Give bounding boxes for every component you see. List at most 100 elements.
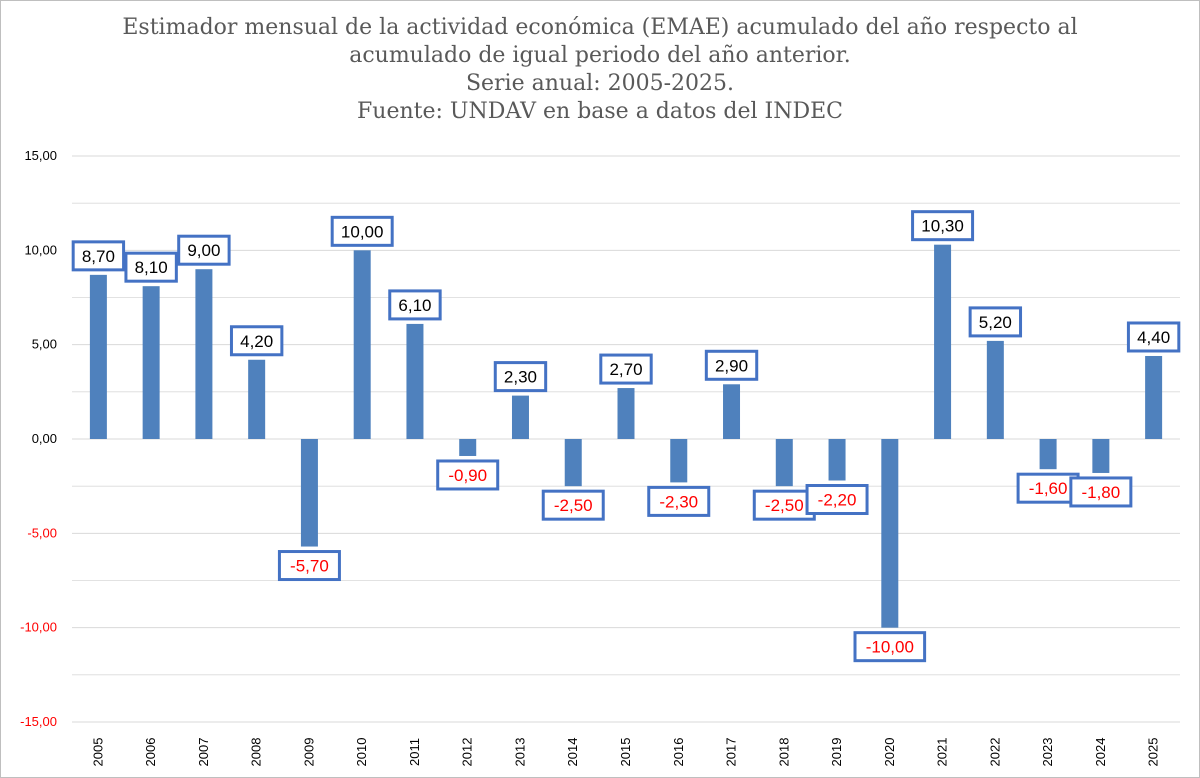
bar-2011 — [406, 323, 424, 439]
data-label-2017: 2,90 — [704, 349, 759, 381]
x-tick-label: 2023 — [1040, 738, 1055, 767]
data-label-box — [1069, 476, 1133, 508]
data-label-2015: 2,70 — [599, 353, 653, 385]
data-label-text: -5,70 — [290, 557, 329, 576]
data-label-text: 8,10 — [135, 258, 168, 277]
data-label-text: 2,70 — [609, 360, 642, 379]
data-label-text: 9,00 — [187, 241, 220, 260]
data-label-box — [853, 631, 927, 663]
data-label-box — [805, 484, 869, 516]
data-label-box — [1126, 321, 1181, 353]
data-label-2019: -2,20 — [805, 484, 869, 516]
data-label-text: -2,50 — [765, 496, 804, 515]
chart-title: Estimador mensual de la actividad económ… — [0, 14, 1200, 126]
data-label-2022: 5,20 — [968, 306, 1023, 338]
data-label-2005: 8,70 — [71, 240, 126, 272]
bar-2018 — [775, 439, 793, 487]
y-tick-label: 0,00 — [32, 431, 57, 446]
data-label-2023: -1,60 — [1016, 472, 1080, 504]
x-tick-label: 2010 — [354, 738, 369, 767]
data-label-box — [124, 251, 178, 283]
data-label-box — [541, 489, 605, 521]
data-label-text: 8,70 — [82, 247, 115, 266]
data-label-2014: -2,50 — [541, 489, 605, 521]
data-label-text: 2,30 — [504, 368, 537, 387]
bar-2007 — [195, 269, 213, 439]
data-label-box — [71, 240, 126, 272]
data-label-text: 4,40 — [1137, 328, 1170, 347]
data-label-box — [599, 353, 653, 385]
title-line-2: acumulado de igual periodo del año anter… — [349, 43, 851, 68]
data-label-2012: -0,90 — [436, 459, 500, 491]
x-tick-label: 2020 — [882, 738, 897, 767]
data-label-2025: 4,40 — [1126, 321, 1181, 353]
x-tick-label: 2008 — [249, 738, 264, 767]
data-label-box — [911, 210, 975, 242]
y-tick-label: -5,00 — [27, 525, 57, 540]
data-label-2018: -2,50 — [752, 489, 816, 521]
bar-2006 — [142, 286, 160, 439]
x-tick-label: 2021 — [935, 738, 950, 767]
data-label-text: 10,30 — [921, 217, 964, 236]
bar-2008 — [248, 359, 266, 439]
x-tick-label: 2015 — [618, 738, 633, 767]
x-tick-label: 2011 — [407, 738, 422, 766]
title-line-3: Serie anual: 2005-2025. — [465, 71, 735, 96]
x-tick-label: 2005 — [90, 738, 105, 767]
data-label-2008: 4,20 — [229, 325, 284, 357]
bar-2005 — [89, 274, 107, 439]
x-tick-label: 2014 — [565, 738, 580, 767]
data-label-2020: -10,00 — [853, 631, 927, 663]
data-label-2010: 10,00 — [330, 215, 394, 247]
data-label-box — [752, 489, 816, 521]
bar-2022 — [986, 340, 1004, 439]
y-tick-label: 10,00 — [24, 242, 57, 257]
y-tick-label: 15,00 — [24, 148, 57, 163]
data-label-2016: -2,30 — [647, 485, 711, 517]
data-label-box — [647, 485, 711, 517]
data-label-2006: 8,10 — [124, 251, 178, 283]
data-label-box — [493, 361, 548, 393]
bar-2013 — [511, 395, 529, 439]
bar-2024 — [1092, 439, 1110, 473]
data-label-text: 10,00 — [341, 222, 384, 241]
bar-2015 — [617, 388, 635, 439]
x-tick-label: 2016 — [671, 738, 686, 767]
data-label-text: 6,10 — [398, 296, 431, 315]
x-tick-label: 2018 — [776, 738, 791, 767]
data-label-box — [330, 215, 394, 247]
data-label-text: -1,80 — [1081, 483, 1120, 502]
bar-2023 — [1039, 439, 1057, 470]
x-tick-label: 2025 — [1146, 738, 1161, 767]
x-tick-label: 2019 — [829, 738, 844, 767]
data-label-text: 2,90 — [715, 356, 748, 375]
bar-2019 — [828, 439, 846, 481]
y-tick-label: -15,00 — [20, 714, 57, 729]
x-tick-label: 2007 — [196, 738, 211, 767]
y-tick-label: 5,00 — [32, 337, 57, 352]
data-label-text: -1,60 — [1029, 479, 1068, 498]
bar-2020 — [881, 439, 899, 628]
data-label-text: -2,50 — [554, 496, 593, 515]
bar-2012 — [459, 439, 477, 456]
x-tick-label: 2024 — [1093, 738, 1108, 767]
title-line-1: Estimador mensual de la actividad económ… — [122, 15, 1078, 40]
x-tick-label: 2009 — [301, 738, 316, 767]
data-label-box — [436, 459, 500, 491]
data-label-text: 4,20 — [240, 332, 273, 351]
x-tick-label: 2012 — [460, 738, 475, 767]
bar-2016 — [670, 439, 688, 483]
bar-2025 — [1145, 355, 1163, 439]
bar-2017 — [723, 384, 741, 439]
title-line-4: Fuente: UNDAV en base a datos del INDEC — [357, 99, 843, 124]
data-label-2021: 10,30 — [911, 210, 975, 242]
data-label-text: -2,20 — [818, 491, 857, 510]
data-label-box — [968, 306, 1023, 338]
data-label-2007: 9,00 — [177, 234, 231, 266]
data-label-2011: 6,10 — [388, 289, 442, 321]
bar-2021 — [934, 244, 952, 439]
data-label-text: -2,30 — [659, 492, 698, 511]
data-label-2024: -1,80 — [1069, 476, 1133, 508]
x-tick-label: 2022 — [987, 738, 1002, 767]
